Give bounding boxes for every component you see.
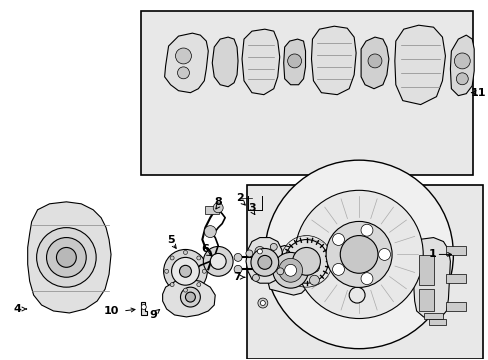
Text: 8: 8 [214, 197, 222, 207]
Bar [246, 185, 482, 359]
Bar [141, 11, 472, 175]
Circle shape [287, 54, 301, 68]
Circle shape [360, 224, 372, 236]
Polygon shape [164, 33, 208, 93]
Polygon shape [283, 39, 305, 85]
Circle shape [185, 292, 195, 302]
Text: 7: 7 [233, 272, 241, 282]
Circle shape [343, 281, 370, 309]
Circle shape [340, 235, 377, 273]
Circle shape [257, 249, 262, 254]
Circle shape [252, 274, 259, 281]
Bar [446, 247, 466, 255]
Text: 6: 6 [201, 244, 209, 255]
Circle shape [203, 247, 233, 276]
Polygon shape [449, 35, 473, 96]
Circle shape [332, 264, 344, 275]
Circle shape [196, 283, 201, 287]
Circle shape [210, 253, 225, 269]
Circle shape [332, 249, 375, 293]
Circle shape [141, 305, 146, 310]
Text: 9: 9 [149, 310, 157, 320]
Circle shape [183, 251, 187, 255]
Text: 5: 5 [166, 234, 174, 244]
Text: 11: 11 [469, 88, 485, 98]
Circle shape [171, 257, 199, 285]
Polygon shape [423, 313, 443, 319]
Circle shape [170, 256, 174, 260]
Polygon shape [360, 37, 388, 89]
Bar [418, 255, 433, 285]
Circle shape [340, 257, 367, 285]
Bar [446, 302, 466, 311]
Circle shape [332, 234, 344, 246]
Circle shape [234, 253, 242, 261]
Circle shape [367, 54, 381, 68]
Circle shape [294, 190, 422, 319]
Circle shape [309, 262, 319, 272]
Polygon shape [141, 302, 146, 315]
Polygon shape [28, 202, 111, 313]
Circle shape [270, 243, 277, 250]
Text: 1: 1 [428, 249, 435, 260]
Circle shape [213, 203, 223, 213]
Circle shape [204, 226, 216, 238]
Circle shape [56, 247, 76, 267]
Circle shape [348, 287, 365, 303]
Circle shape [378, 248, 390, 260]
Circle shape [177, 67, 189, 79]
Circle shape [260, 301, 265, 306]
Bar [418, 289, 433, 311]
Polygon shape [314, 255, 360, 269]
Circle shape [325, 221, 391, 287]
Polygon shape [163, 279, 215, 317]
Polygon shape [314, 279, 357, 294]
Circle shape [234, 265, 242, 273]
Circle shape [163, 249, 207, 293]
Bar [205, 206, 219, 214]
Circle shape [46, 238, 86, 277]
Circle shape [453, 53, 469, 69]
Circle shape [164, 269, 168, 273]
Circle shape [284, 239, 327, 283]
Circle shape [183, 288, 187, 292]
Polygon shape [427, 319, 446, 325]
Text: 3: 3 [247, 203, 255, 213]
Circle shape [284, 264, 296, 276]
Text: 2: 2 [236, 193, 244, 203]
Polygon shape [394, 25, 445, 105]
Text: 10: 10 [103, 306, 119, 316]
Bar [446, 274, 466, 283]
Polygon shape [412, 238, 449, 319]
Circle shape [245, 250, 252, 257]
Circle shape [250, 248, 278, 276]
Circle shape [37, 228, 96, 287]
Circle shape [257, 255, 271, 269]
Circle shape [276, 268, 283, 275]
Polygon shape [267, 246, 311, 295]
Polygon shape [311, 26, 355, 95]
Circle shape [272, 252, 308, 288]
Circle shape [179, 265, 191, 277]
Circle shape [175, 48, 191, 64]
Circle shape [170, 283, 174, 287]
Circle shape [309, 275, 319, 285]
Polygon shape [212, 37, 238, 87]
Circle shape [292, 247, 320, 275]
Circle shape [264, 160, 452, 349]
Circle shape [196, 256, 201, 260]
Circle shape [360, 273, 372, 285]
Circle shape [254, 247, 264, 256]
Circle shape [455, 73, 468, 85]
Text: 4: 4 [14, 304, 21, 314]
Circle shape [278, 258, 302, 282]
Polygon shape [245, 238, 283, 283]
Polygon shape [242, 29, 279, 95]
Circle shape [202, 269, 206, 273]
Circle shape [180, 287, 200, 307]
Circle shape [257, 298, 267, 308]
